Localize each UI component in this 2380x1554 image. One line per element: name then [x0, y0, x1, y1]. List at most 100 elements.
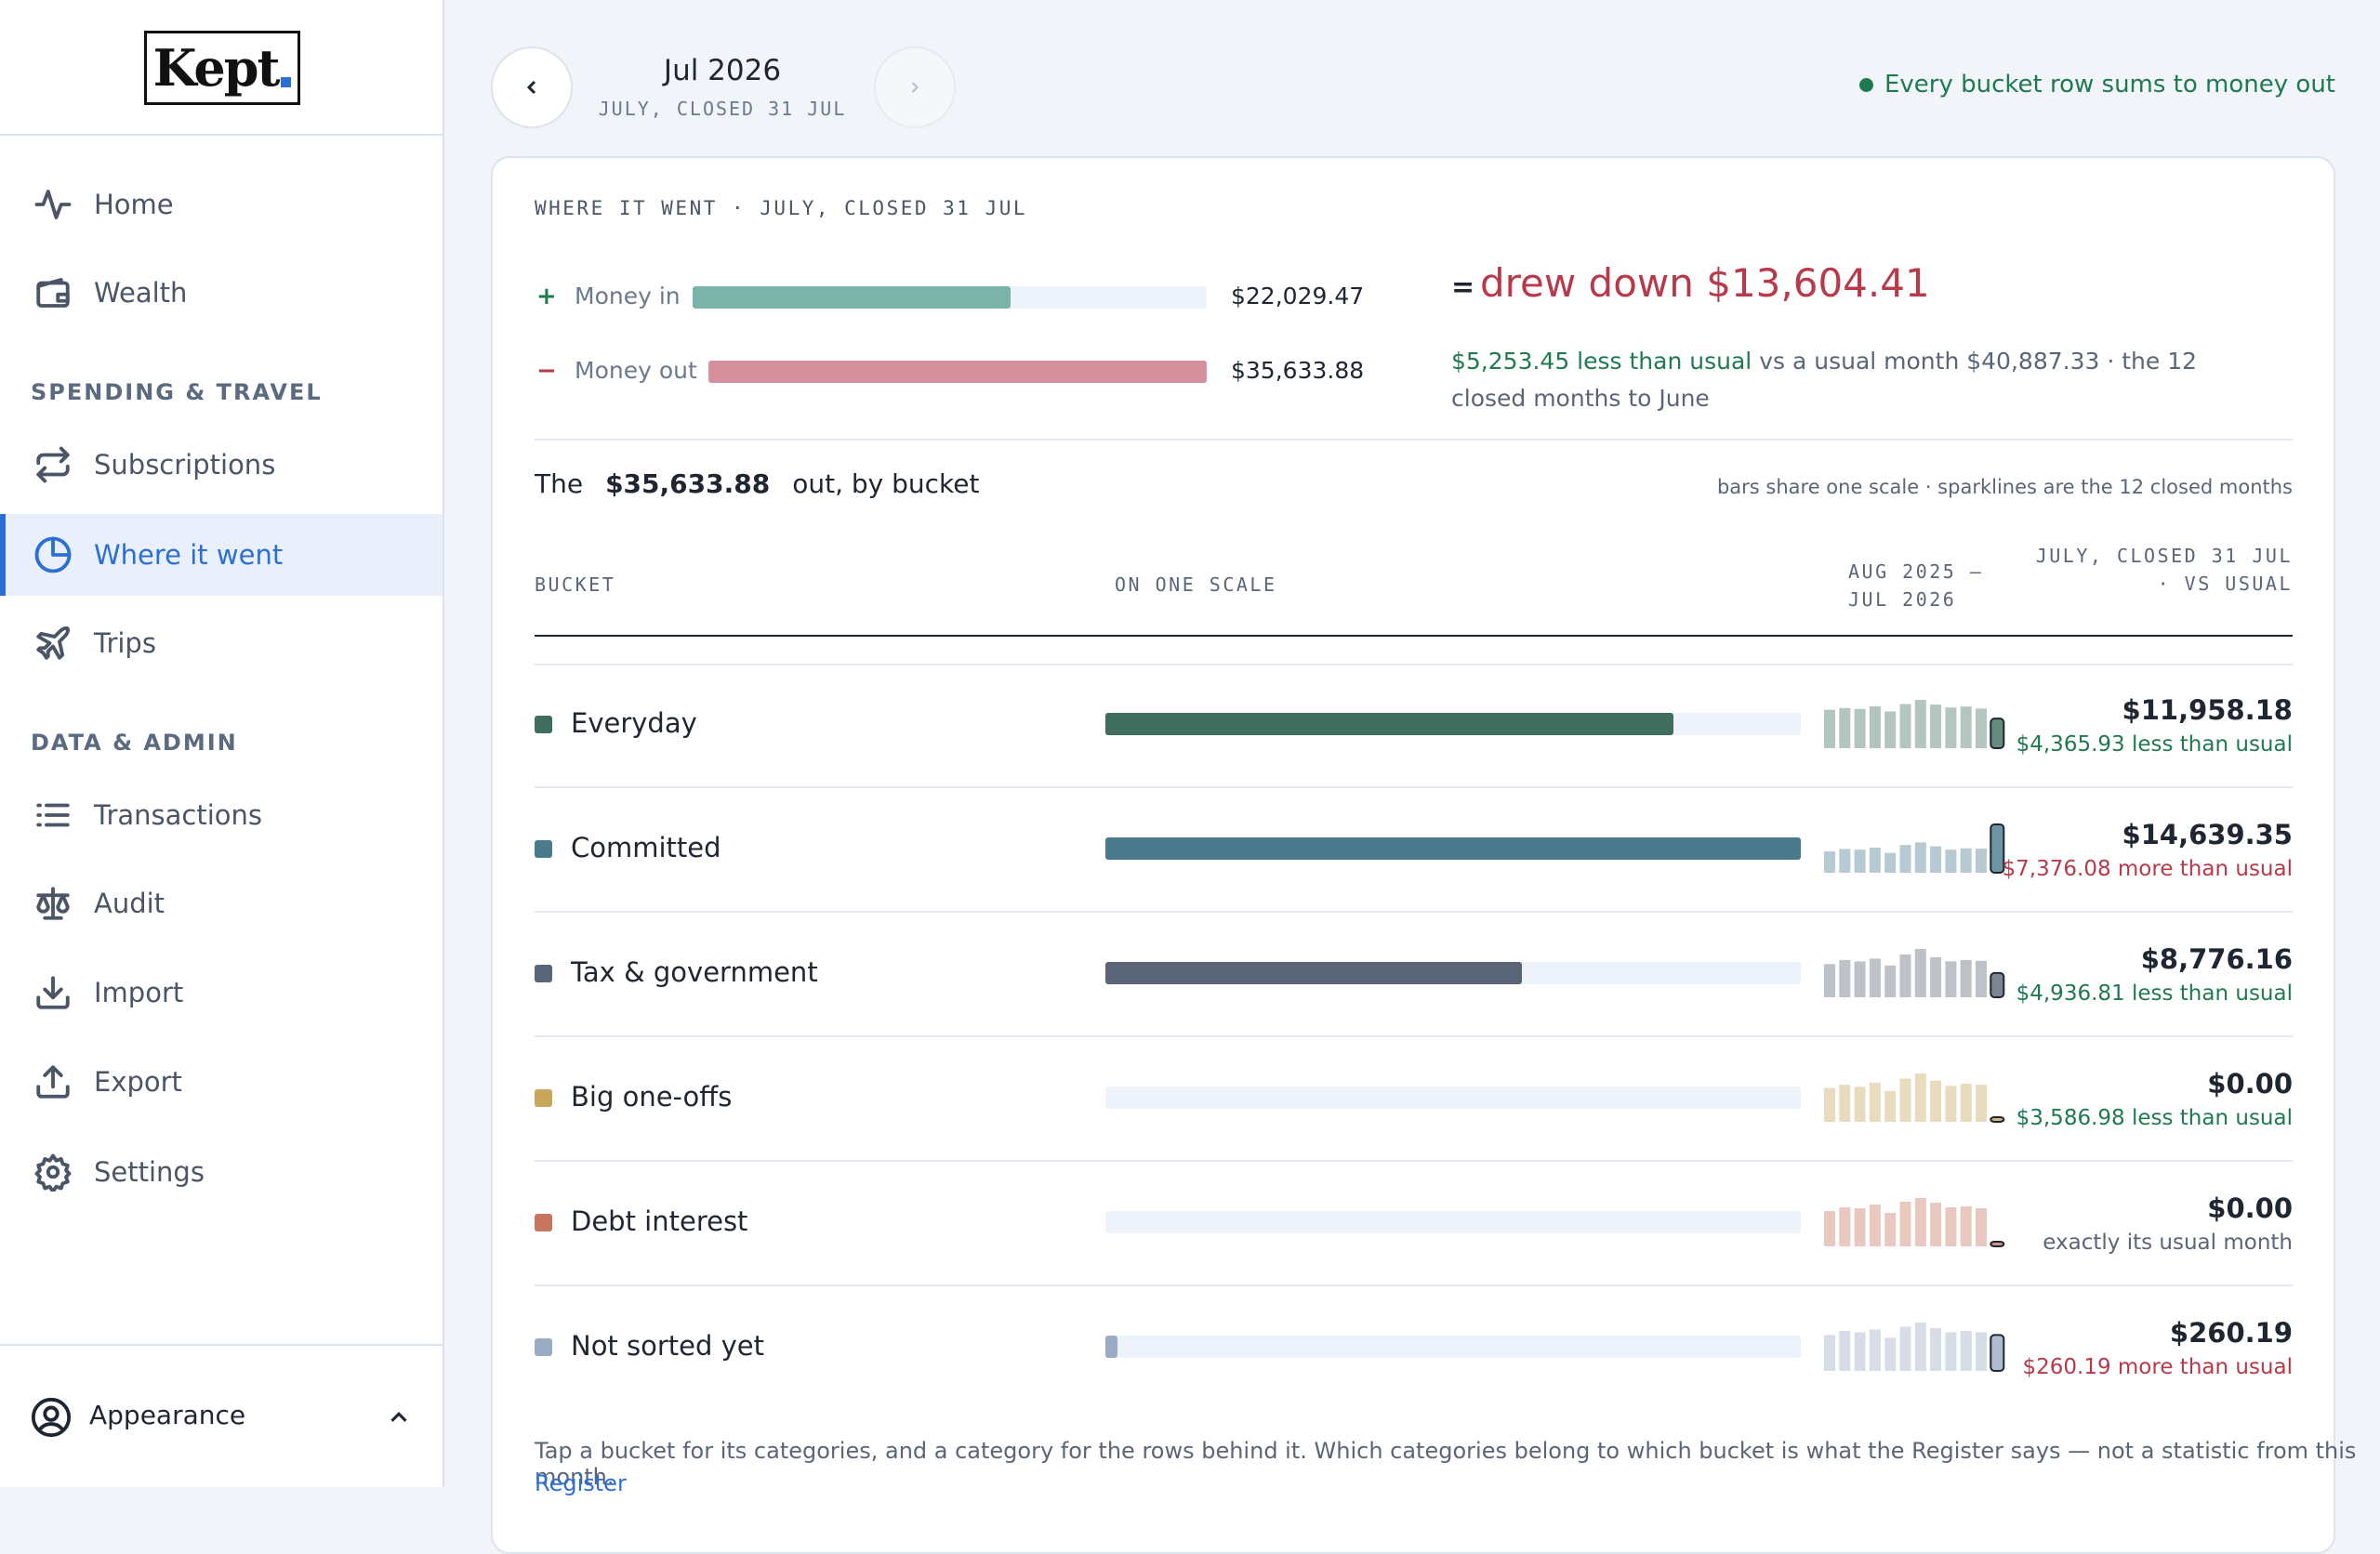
column-header: ON ONE SCALE	[1115, 573, 1277, 596]
divider	[535, 911, 2293, 913]
summary-heading: WHERE IT WENT · JULY, CLOSED 31 JUL	[535, 197, 1028, 219]
sparkline-bar	[1930, 956, 1942, 997]
sparkline-bar	[1930, 1080, 1942, 1122]
bucket-name: Committed	[571, 832, 721, 863]
logo-dot	[281, 76, 292, 87]
sparkline-bar	[1914, 1323, 1926, 1371]
appearance-label: Appearance	[89, 1400, 246, 1430]
bucket-vs-usual: $7,376.08 more than usual	[2002, 857, 2293, 881]
delta: $5,253.45 less than usual	[1451, 348, 1752, 375]
sparkline-bar	[1824, 1211, 1835, 1246]
sparkline-bar	[1839, 1085, 1851, 1122]
divider	[535, 664, 2293, 665]
logo[interactable]: Kept	[144, 31, 300, 105]
flow-track	[693, 286, 1207, 309]
flow-label: Money out	[575, 357, 697, 384]
sparkline-bar	[1930, 846, 1942, 873]
nav-item[interactable]: Export	[0, 1041, 443, 1123]
bucket-track	[1105, 713, 1801, 735]
bucket-name: Not sorted yet	[571, 1330, 765, 1362]
sparkline-bar	[1899, 704, 1911, 748]
sparkline-bar	[1945, 849, 1957, 873]
sparkline-bar	[1930, 1327, 1942, 1371]
bucket-swatch	[535, 716, 552, 733]
icon	[31, 1397, 72, 1438]
status: Every bucket row sums to money out	[1858, 71, 2335, 99]
sparkline-bar	[1869, 1082, 1881, 1122]
nav-label: Where it went	[94, 539, 284, 571]
icon	[36, 626, 70, 660]
nav-item[interactable]: Import	[0, 952, 443, 1034]
sparkline-bar	[1824, 709, 1835, 748]
sparkline-bar	[1854, 708, 1866, 748]
nav-item-active[interactable]: Where it went	[0, 514, 443, 596]
icon	[36, 446, 70, 483]
sparkline-current	[1990, 823, 2005, 874]
bucket-amount: $8,776.16	[2140, 943, 2293, 975]
bucket-swatch	[535, 1089, 552, 1107]
status-text: Every bucket row sums to money out	[1884, 71, 2335, 99]
column-header: AUG 2025 – JUL 2026	[1848, 560, 1984, 611]
column-header: BUCKET	[535, 573, 616, 596]
flow-sign: −	[536, 357, 557, 385]
bucket-vs-usual: $4,936.81 less than usual	[2016, 981, 2293, 1006]
sparkline-current	[1990, 1334, 2005, 1372]
flow-track	[708, 361, 1207, 383]
next-month-button[interactable]	[874, 46, 956, 128]
sparkline-current	[1990, 971, 2005, 998]
flow-bar	[708, 361, 1207, 383]
sparkline	[1824, 1073, 2005, 1123]
prev-month-button[interactable]	[491, 46, 573, 128]
divider	[535, 439, 2293, 441]
nav-item[interactable]: Subscriptions	[0, 424, 443, 506]
sparkline-bar	[1869, 958, 1881, 997]
section-title: SPENDING & TRAVEL	[31, 379, 323, 405]
nav-item[interactable]: Home	[0, 164, 443, 245]
sparkline-bar	[1945, 1207, 1957, 1246]
sparkline-bar	[1884, 711, 1897, 748]
sparkline-bar	[1960, 848, 1972, 873]
sparkline-bar	[1945, 707, 1957, 748]
sparkline-bar	[1960, 1084, 1972, 1122]
register-link[interactable]: Register	[535, 1470, 627, 1496]
sparkline	[1824, 1323, 2005, 1372]
divider	[535, 1284, 2293, 1286]
divider	[535, 1035, 2293, 1037]
chevron-up	[390, 1412, 407, 1422]
sparkline-bar	[1884, 1337, 1897, 1371]
sparkline-bar	[1976, 708, 1987, 748]
divider	[0, 1344, 443, 1346]
lead: The	[535, 468, 584, 499]
sparkline-bar	[1976, 1085, 1987, 1122]
sparkline-bar	[1839, 707, 1851, 748]
sparkline-bar	[1899, 845, 1911, 873]
flow-bar	[693, 286, 1011, 309]
nav-item[interactable]: Wealth	[0, 252, 443, 334]
bucket-track	[1105, 1211, 1801, 1233]
footer-text: Tap a bucket for its categories, and a c…	[535, 1438, 2357, 1490]
status-dot	[1858, 77, 1873, 92]
sparkline-bar	[1960, 1330, 1972, 1371]
nav-label: Import	[94, 977, 184, 1008]
icon	[34, 536, 72, 573]
sparkline-bar	[1869, 1205, 1881, 1246]
icon	[34, 190, 72, 219]
sparkline-bar	[1914, 1198, 1926, 1246]
bucket-vs-usual: $3,586.98 less than usual	[2016, 1106, 2293, 1130]
sparkline-bar	[1976, 1332, 1987, 1371]
sparkline-bar	[1976, 849, 1987, 873]
appearance-toggle[interactable]: Appearance	[0, 1385, 443, 1448]
nav-item[interactable]: Trips	[0, 602, 443, 684]
sparkline-bar	[1914, 842, 1926, 873]
bucket-bar	[1105, 1336, 1118, 1358]
bucket-swatch	[535, 1338, 552, 1356]
bucket-amount: $0.00	[2207, 1068, 2293, 1100]
sparkline-bar	[1824, 850, 1835, 873]
sparkline-bar	[1824, 1087, 1835, 1122]
nav-item[interactable]: Audit	[0, 863, 443, 944]
nav-item[interactable]: Transactions	[0, 774, 443, 856]
sparkline	[1824, 949, 2005, 998]
nav-item[interactable]: Settings	[0, 1131, 443, 1213]
